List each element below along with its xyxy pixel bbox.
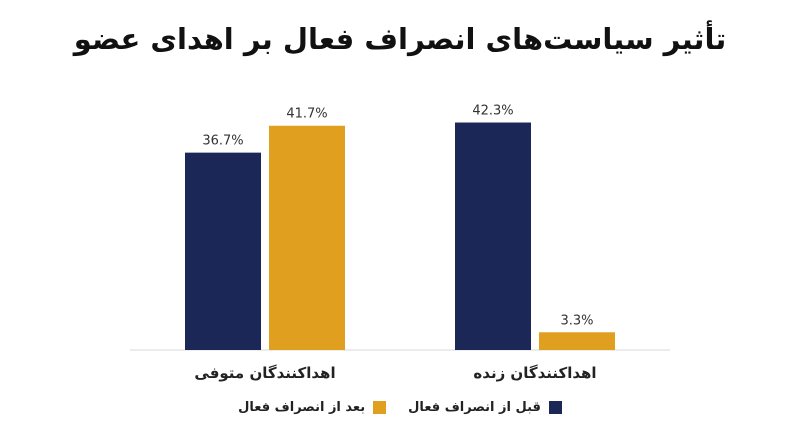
bar-before-1 [185, 152, 261, 350]
legend-label-after: بعد از انصراف فعال [238, 400, 366, 415]
bar-after-0 [539, 332, 615, 350]
bar-before-0 [455, 122, 531, 351]
data-label-before-0: 42.3% [472, 104, 513, 119]
legend-item-after: بعد از انصراف فعال [238, 400, 387, 415]
legend: قبل از انصراف فعال بعد از انصراف فعال [0, 400, 800, 415]
legend-item-before: قبل از انصراف فعال [408, 400, 562, 415]
data-label-after-0: 3.3% [560, 313, 593, 328]
category-label-1: اهداکنندگان متوفی [194, 364, 335, 382]
category-label-0: اهداکنندگان زنده [473, 364, 596, 382]
chart-title: تأثیر سیاست‌های انصراف فعال بر اهدای عضو [73, 22, 727, 56]
bar-after-1 [269, 125, 345, 350]
data-label-before-1: 36.7% [202, 134, 243, 149]
legend-label-before: قبل از انصراف فعال [408, 400, 541, 415]
legend-swatch-before [548, 401, 562, 414]
data-label-after-1: 41.7% [286, 107, 327, 122]
legend-swatch-after [373, 401, 387, 414]
